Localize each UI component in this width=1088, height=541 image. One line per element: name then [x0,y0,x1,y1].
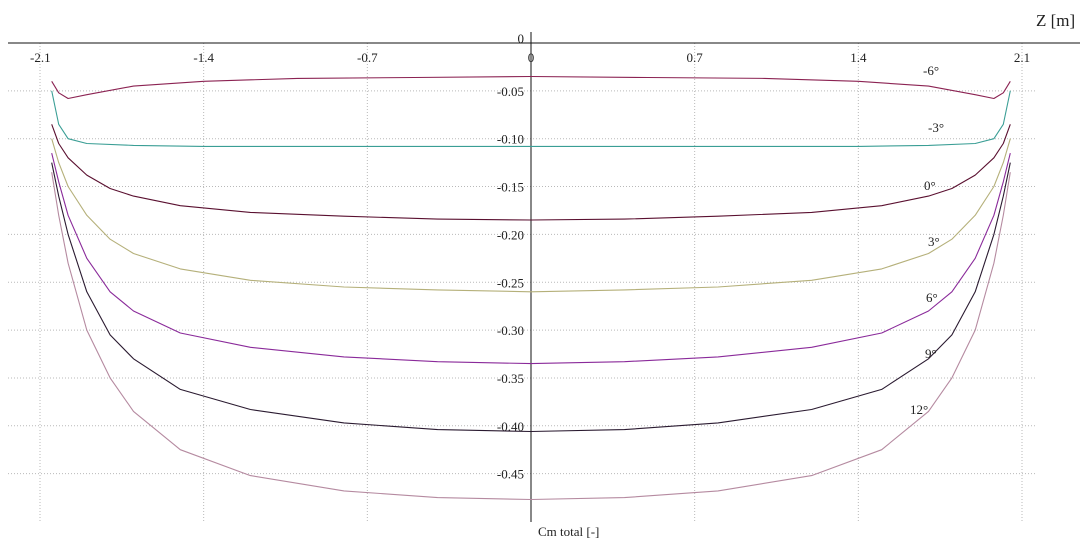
y-tick-label: -0.20 [497,227,524,242]
series-label: 6° [926,290,938,305]
y-axis-title: Cm total [-] [538,524,599,539]
series-label: 0° [924,178,936,193]
series-line [51,138,1011,293]
grid [8,43,1035,522]
x-tick-label: -2.1 [30,50,51,65]
y-tick-label: -0.05 [497,84,524,99]
y-tick-label: 0 [518,31,525,46]
x-tick-label: -0.7 [357,50,378,65]
series-label: 9° [925,346,937,361]
x-tick-label: -1.4 [193,50,214,65]
series-labels: -6° -3° 0° 3° 6° 9° 12° [910,63,944,417]
y-tick-label: -0.10 [497,132,524,147]
x-tick-label: 2.1 [1014,50,1030,65]
y-tick-label: -0.30 [497,323,524,338]
series-group [51,75,1011,501]
series-label: 12° [910,402,928,417]
series-label: 3° [928,234,940,249]
series-label: -6° [923,63,939,78]
y-tick-label: -0.25 [497,275,524,290]
x-tick-label: 0 [528,50,535,65]
series-label: -3° [928,120,944,135]
y-tick-label: -0.35 [497,371,524,386]
x-tick-label: 0.7 [687,50,704,65]
series-line [51,172,1011,501]
y-tick-label: -0.45 [497,467,524,482]
series-line [51,90,1011,147]
series-line [51,162,1011,433]
x-tick-label: 1.4 [850,50,867,65]
series-line [51,124,1011,221]
y-tick-label: -0.40 [497,419,524,434]
series-line [51,75,1011,100]
axes: -2.1 -1.4 -0.7 0 0.7 1.4 2.1 0 -0.05 -0.10 -0.15 -0… [8,31,1080,522]
series-line [51,152,1011,365]
x-axis-title: Z [m] [1036,11,1075,30]
y-tick-label: -0.15 [497,180,524,195]
